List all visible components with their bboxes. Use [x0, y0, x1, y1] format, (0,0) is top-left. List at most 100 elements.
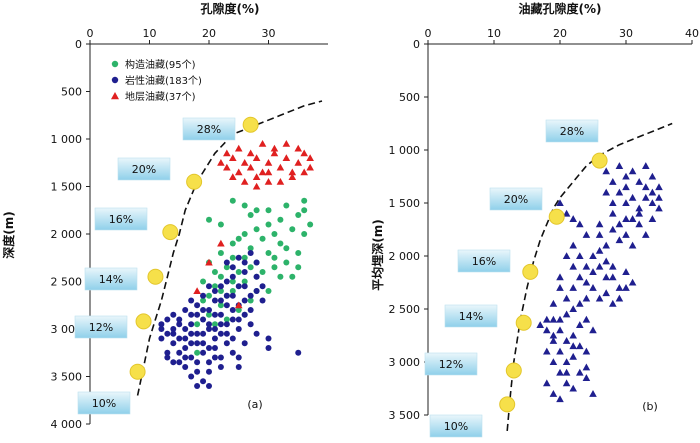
stratigraphic-point	[229, 173, 237, 181]
lithologic-point	[229, 273, 236, 280]
reservoirs-point	[536, 321, 544, 328]
lithologic-point	[164, 316, 171, 323]
reservoirs-point	[648, 172, 657, 180]
lithologic-point	[206, 326, 212, 332]
lithologic-point	[206, 345, 212, 351]
stratigraphic-point	[306, 163, 314, 171]
lithologic-point	[164, 354, 171, 361]
reservoirs-point	[622, 215, 630, 222]
reservoirs-point	[615, 294, 624, 302]
legend-marker	[111, 92, 119, 100]
lithologic-point	[223, 321, 230, 328]
structural-point	[241, 254, 248, 261]
y-tick-label: 1 500	[51, 181, 83, 194]
lithologic-point	[182, 345, 189, 351]
lithologic-point	[194, 368, 201, 375]
structural-point	[277, 273, 284, 280]
callout-box	[424, 352, 478, 376]
stratigraphic-point	[270, 144, 279, 152]
callout-box	[545, 119, 599, 143]
structural-point	[271, 231, 278, 237]
reservoirs-point	[576, 321, 584, 328]
reservoirs-point	[562, 368, 571, 376]
panel-b-points	[536, 162, 663, 403]
stratigraphic-point	[252, 154, 261, 162]
reservoirs-point	[609, 209, 617, 217]
lithologic-point	[200, 340, 207, 347]
y-tick-label: 4 000	[51, 418, 83, 431]
structural-point	[265, 221, 272, 228]
panel-a-label: (a)	[247, 398, 262, 411]
reservoirs-point	[549, 331, 558, 339]
lithologic-point	[217, 321, 224, 328]
lithologic-point	[182, 326, 189, 332]
legend-entry: 构造油藏(95个)	[125, 58, 196, 71]
reservoirs-point	[569, 305, 577, 313]
reservoirs-point	[582, 374, 591, 381]
y-tick-label: 3 000	[389, 356, 421, 369]
lithologic-point	[235, 326, 242, 332]
marker-dot	[548, 208, 565, 225]
structural-point	[206, 216, 212, 223]
stratigraphic-point	[294, 144, 303, 152]
reservoirs-point	[569, 352, 577, 360]
y-tick-label: 2 500	[51, 276, 83, 289]
marker-dot	[147, 268, 164, 285]
reservoirs-point	[595, 262, 604, 270]
reservoirs-point	[609, 262, 617, 270]
lithologic-point	[194, 330, 201, 337]
stratigraphic-point	[282, 139, 291, 147]
reservoirs-point	[582, 315, 591, 323]
reservoirs-point	[615, 188, 624, 196]
callout-label: 12%	[439, 358, 463, 371]
stratigraphic-point	[306, 154, 314, 162]
reservoirs-point	[562, 358, 571, 366]
reservoirs-point	[609, 199, 617, 207]
structural-point	[301, 231, 308, 237]
reservoirs-point	[556, 284, 564, 291]
marker-dot	[591, 152, 608, 169]
y-tick-label: 1 000	[51, 133, 83, 146]
lithologic-point	[241, 297, 248, 304]
lithologic-point	[295, 349, 302, 356]
reservoirs-point	[569, 331, 577, 339]
structural-point	[206, 311, 212, 318]
reservoirs-point	[569, 284, 577, 291]
y-tick-label: 2 000	[389, 250, 421, 263]
reservoirs-point	[576, 299, 584, 307]
reservoirs-point	[543, 315, 551, 323]
reservoirs-point	[642, 193, 650, 201]
structural-point	[211, 283, 218, 290]
structural-point	[223, 264, 230, 271]
y-tick-label: 3 000	[51, 323, 83, 336]
structural-point	[194, 349, 201, 356]
reservoirs-point	[628, 215, 637, 222]
panel-a-legend: 构造油藏(95个) 岩性油藏(183个) 地层油藏(37个)	[111, 58, 202, 103]
structural-point	[247, 264, 254, 271]
reservoirs-point	[576, 252, 584, 260]
stratigraphic-point	[240, 158, 249, 166]
callout-label: 10%	[444, 420, 468, 433]
lithologic-point	[206, 283, 212, 290]
lithologic-point	[206, 307, 212, 313]
structural-point	[259, 235, 266, 242]
callout-box	[84, 267, 138, 291]
structural-point	[241, 231, 248, 237]
structural-point	[295, 264, 302, 271]
callout-box	[74, 315, 128, 339]
lithologic-point	[158, 326, 165, 332]
reservoirs-point	[556, 395, 564, 403]
stratigraphic-point	[205, 258, 213, 266]
callout-label: 20%	[504, 193, 528, 206]
structural-point	[301, 207, 308, 214]
lithologic-point	[223, 302, 230, 309]
reservoirs-point	[628, 278, 637, 286]
lithologic-point	[247, 321, 254, 328]
reservoirs-point	[622, 231, 630, 238]
reservoirs-point	[622, 172, 630, 180]
callout-label: 16%	[472, 255, 496, 268]
reservoirs-point	[602, 188, 610, 196]
marker-dot	[135, 313, 152, 330]
lithologic-point	[176, 316, 183, 323]
